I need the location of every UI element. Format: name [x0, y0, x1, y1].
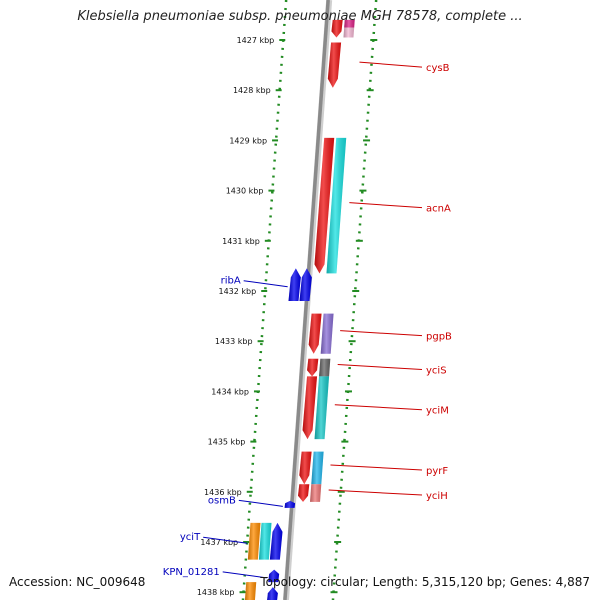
- gene-shade: [258, 522, 272, 560]
- gene-shade: [314, 137, 335, 274]
- leader-line: [330, 464, 423, 471]
- tick-label: 1438 kbp: [197, 588, 235, 597]
- gene-shade: [267, 587, 278, 600]
- gene-shade: [247, 522, 261, 560]
- gene-shade: [331, 19, 343, 38]
- gene-shade: [244, 582, 257, 600]
- tick-label: 1435 kbp: [208, 438, 246, 447]
- gene-shade: [327, 42, 342, 88]
- accession-text: Accession: NC_009648: [9, 575, 146, 589]
- tick-label: 1430 kbp: [226, 187, 264, 196]
- gene-label-ribA[interactable]: ribA: [221, 276, 241, 287]
- gene-label-osmB[interactable]: osmB: [208, 495, 236, 506]
- gene-label-yciH[interactable]: yciH: [426, 491, 448, 502]
- leader-line: [334, 404, 423, 411]
- leader-line: [203, 536, 248, 544]
- gene-shade: [269, 522, 283, 560]
- gene-shade: [308, 313, 322, 354]
- leader-line: [243, 280, 288, 288]
- gene-shade: [320, 313, 334, 354]
- tick-label: 1437 kbp: [200, 538, 238, 547]
- tick-label: 1436 kbp: [204, 488, 242, 497]
- gene-label-pgpB[interactable]: pgpB: [426, 332, 452, 343]
- gene-label-pyrF[interactable]: pyrF: [426, 466, 448, 477]
- tick-label: 1432 kbp: [219, 287, 257, 296]
- gene-shade: [344, 19, 355, 28]
- gene-shade: [311, 451, 324, 485]
- genome-summary: Topology: circular; Length: 5,315,120 bp…: [260, 575, 590, 589]
- tick-labels: 1427 kbp 1428 kbp 1429 kbp 1430 kbp 1431 kbp…: [197, 36, 378, 597]
- tick-label: 1428 kbp: [233, 86, 271, 95]
- gene-label-yciM[interactable]: yciM: [426, 406, 449, 417]
- gene-label-yciT[interactable]: yciT: [180, 532, 201, 543]
- gene-label-cysB[interactable]: cysB: [426, 63, 450, 74]
- leader-line: [238, 499, 283, 507]
- gene-shade: [284, 500, 296, 508]
- leader-line: [328, 489, 423, 496]
- tick-label: 1434 kbp: [211, 387, 249, 396]
- tick-label: 1431 kbp: [222, 237, 260, 246]
- gene-shade: [299, 268, 312, 302]
- gene-label-yciS[interactable]: yciS: [426, 366, 447, 377]
- leader-line: [359, 61, 423, 68]
- map-title: Klebsiella pneumoniae subsp. pneumoniae …: [77, 9, 523, 24]
- leader-line: [349, 202, 423, 209]
- gene-shade: [302, 376, 318, 440]
- leader-line: [340, 330, 423, 337]
- gene-shade: [298, 484, 310, 502]
- gene-features: [244, 19, 355, 600]
- gene-shade: [314, 376, 330, 440]
- gene-shade: [299, 451, 312, 485]
- leader-line: [222, 571, 267, 579]
- gene-labels: cysB acnA ribA pgpB yciS yciM pyrF yciH osmB yciT…: [163, 61, 452, 579]
- tick-label: 1427 kbp: [237, 36, 275, 45]
- gene-shade: [307, 358, 319, 377]
- leader-line: [337, 364, 423, 371]
- gene-shade: [343, 27, 355, 38]
- tick-label: 1429 kbp: [229, 136, 267, 145]
- gene-shade: [319, 358, 331, 377]
- gene-label-KPN_01281[interactable]: KPN_01281: [163, 567, 220, 578]
- gene-shade: [268, 569, 280, 583]
- gene-label-acnA[interactable]: acnA: [426, 204, 451, 215]
- gene-shade: [288, 268, 301, 302]
- gene-shade: [326, 137, 347, 274]
- gene-shade: [310, 484, 322, 502]
- tick-label: 1433 kbp: [215, 337, 253, 346]
